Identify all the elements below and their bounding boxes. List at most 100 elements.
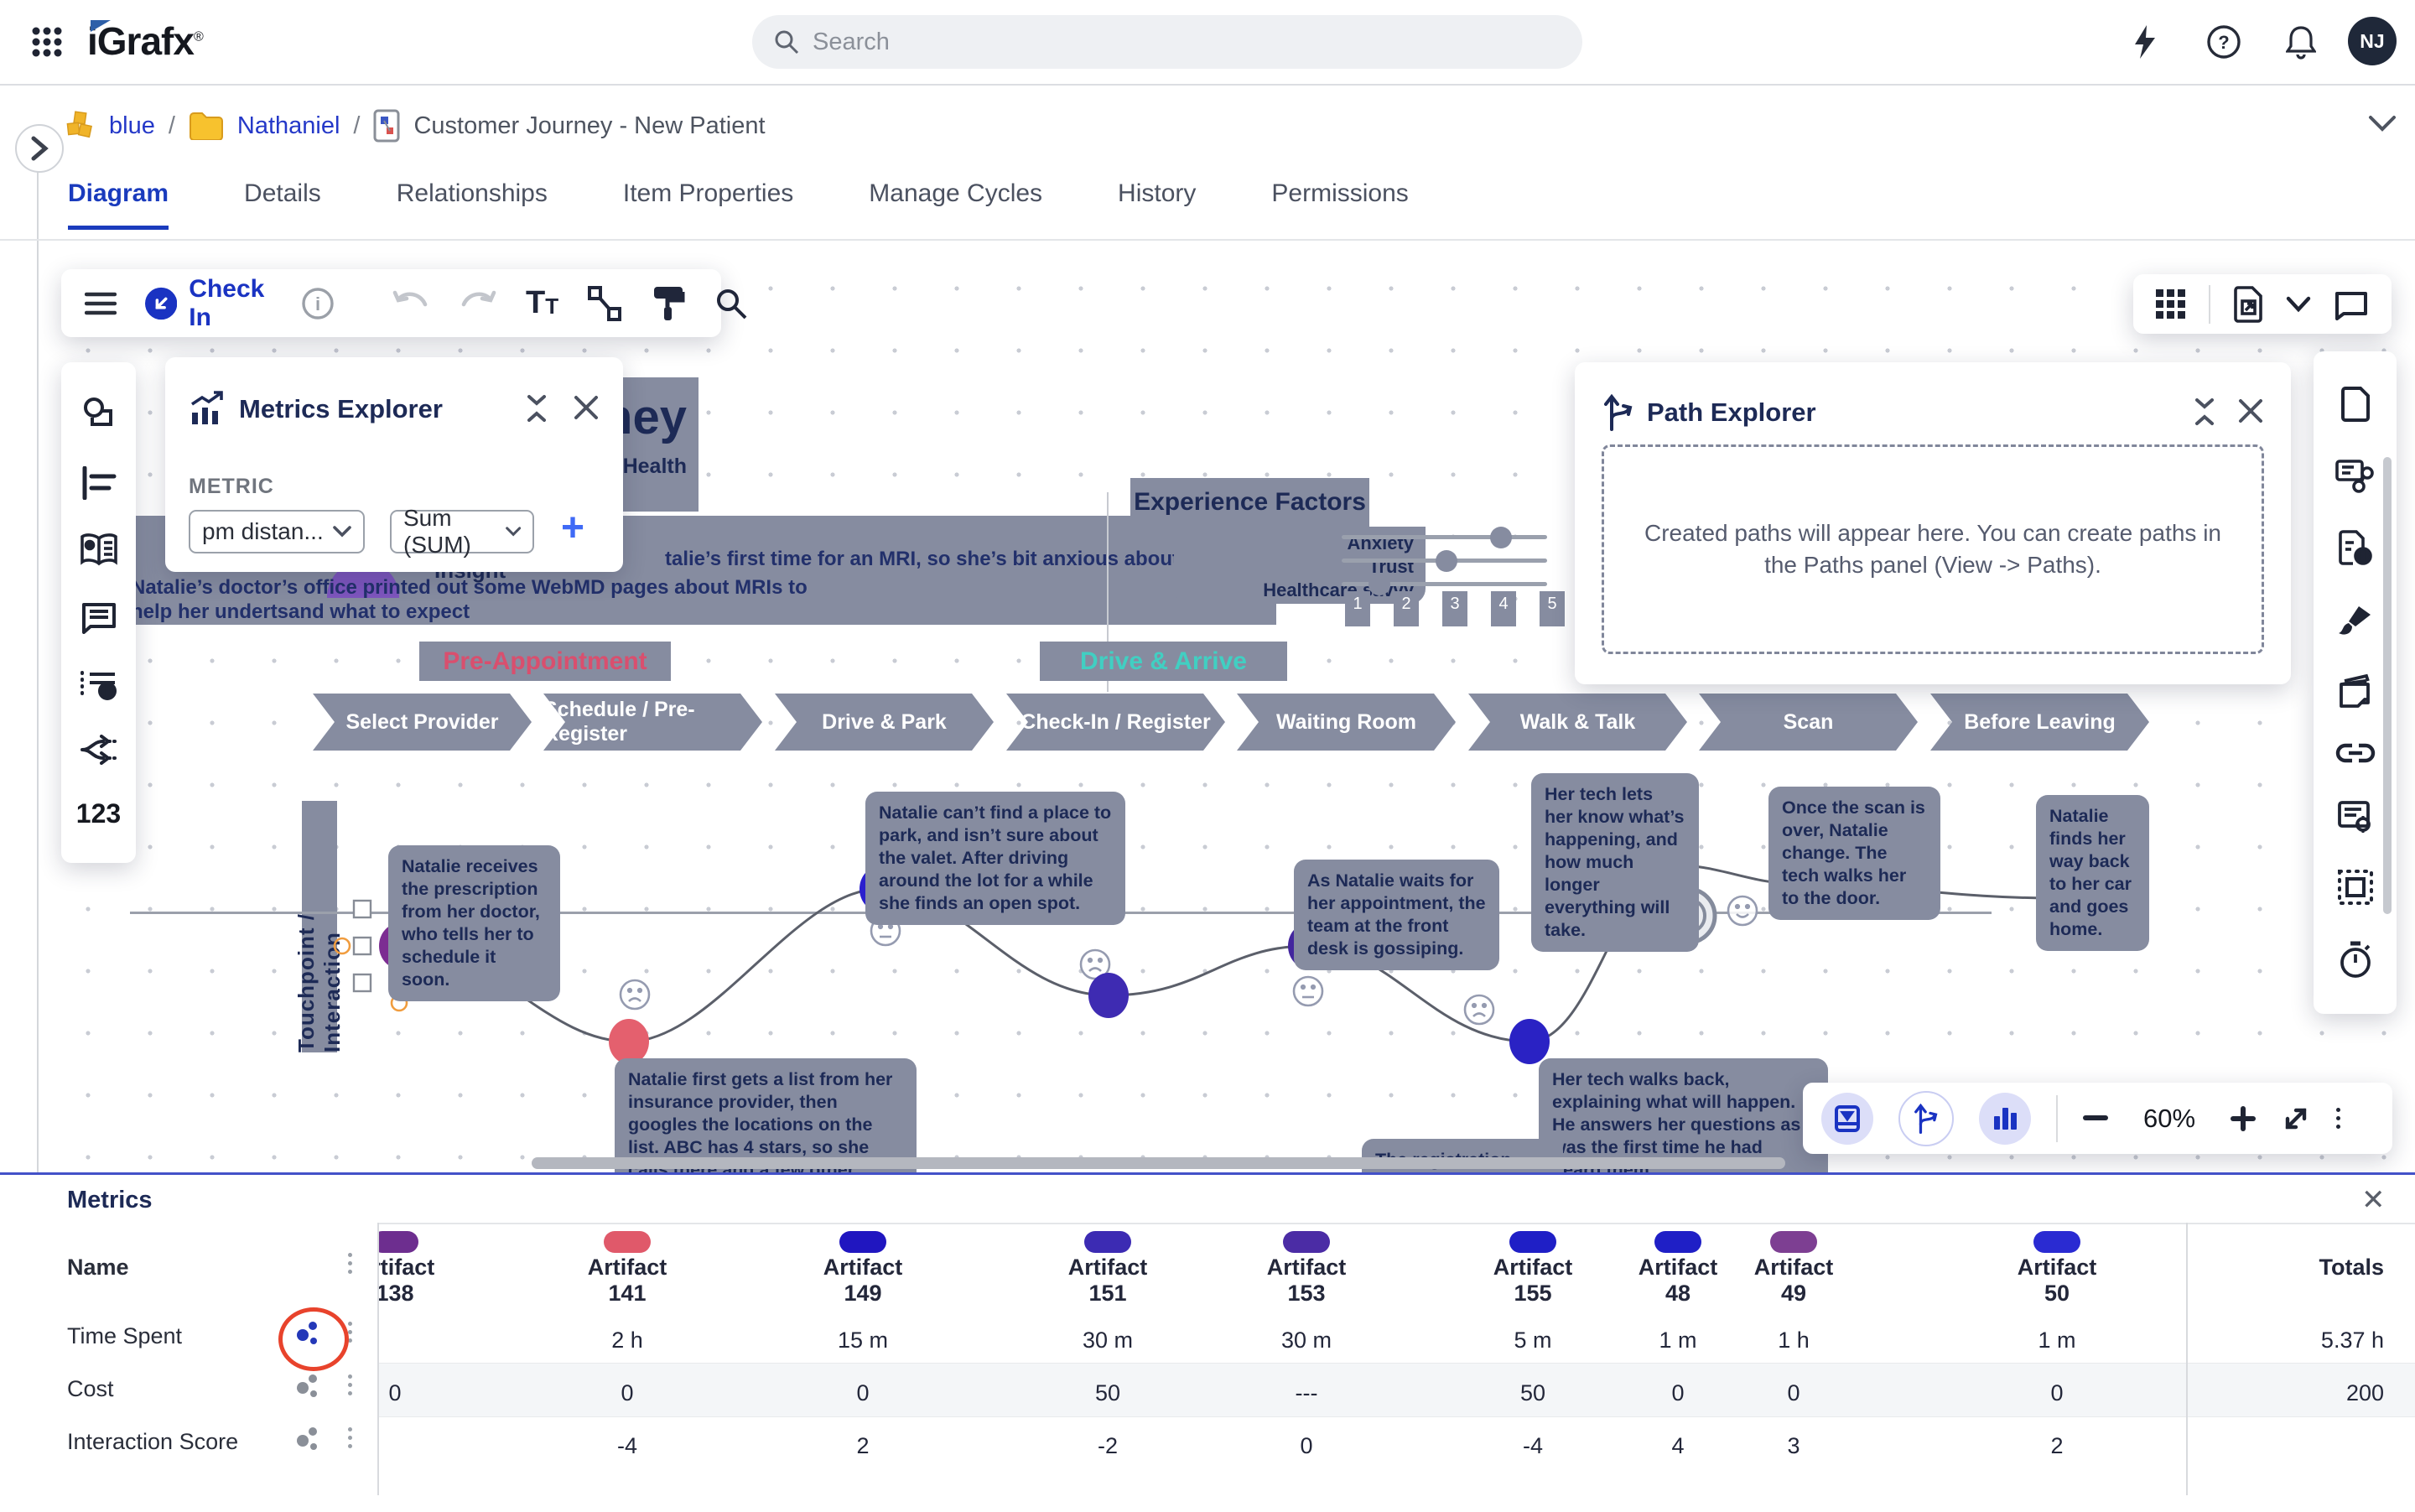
doc-info-icon[interactable]: i <box>2337 529 2374 566</box>
tab-diagram[interactable]: Diagram <box>68 179 169 230</box>
avatar[interactable]: NJ <box>2348 17 2397 65</box>
canvas-h-scrollbar[interactable] <box>532 1157 1785 1169</box>
annotation[interactable]: Her tech walks back, explaining what wil… <box>1539 1058 1828 1172</box>
tab-history[interactable]: History <box>1118 179 1197 207</box>
experience-factors-header[interactable]: Experience Factors <box>1130 478 1369 527</box>
export-icon[interactable] <box>2233 285 2263 323</box>
paths-view-button[interactable] <box>1898 1090 1954 1146</box>
annotation[interactable]: Natalie can’t find a place to park, and … <box>865 792 1125 925</box>
stage-waiting-room[interactable]: Waiting Room <box>1237 694 1456 751</box>
anxiety-slider-dot[interactable] <box>1490 527 1512 548</box>
collapse-icon[interactable] <box>524 394 549 423</box>
select-area-icon[interactable] <box>2337 869 2374 906</box>
annotation[interactable]: Natalie finds her way back to her car an… <box>2036 795 2149 951</box>
comment-icon[interactable] <box>2334 288 2369 320</box>
timer-icon[interactable] <box>2337 941 2374 979</box>
annotation[interactable]: Her tech lets her know what’s happening,… <box>1531 773 1699 952</box>
stage-before-leaving[interactable]: Before Leaving <box>1930 694 2149 751</box>
axis-label-box[interactable]: Touchpoint / Interaction <box>293 801 345 1052</box>
stage-scan[interactable]: Scan <box>1699 694 1918 751</box>
phase-pre-appointment[interactable]: Pre-Appointment <box>419 642 671 681</box>
doc-settings-icon[interactable] <box>2336 799 2375 834</box>
notifications-icon[interactable] <box>2279 20 2323 64</box>
quick-actions-icon[interactable] <box>2123 20 2167 64</box>
tab-relationships[interactable]: Relationships <box>396 179 548 207</box>
close-icon[interactable] <box>573 394 600 421</box>
properties-panel: i <box>2314 351 2397 1014</box>
breadcrumb-folder[interactable]: Nathaniel <box>236 112 340 139</box>
metric-link-icon[interactable] <box>293 1424 322 1454</box>
collapse-icon[interactable] <box>2192 397 2217 426</box>
undo-icon[interactable] <box>392 289 430 318</box>
tab-permissions[interactable]: Permissions <box>1271 179 1409 207</box>
aggregation-select[interactable]: Sum (SUM) <box>390 505 534 558</box>
process-properties-icon[interactable] <box>2334 458 2376 495</box>
menu-icon[interactable] <box>85 291 117 316</box>
annotation[interactable]: Natalie first gets a list from her insur… <box>615 1058 917 1172</box>
zoom-out-button[interactable] <box>2083 1115 2108 1122</box>
kebab-icon[interactable] <box>348 1427 352 1448</box>
savvy-slider[interactable] <box>1342 582 1547 586</box>
copies-icon[interactable] <box>2336 673 2375 708</box>
journey-dot[interactable] <box>1088 973 1129 1018</box>
igrafx-logo[interactable]: iGrafx® <box>87 19 204 63</box>
metric-select[interactable]: pm distan... <box>189 510 365 553</box>
metrics-view-button[interactable] <box>1979 1092 2031 1145</box>
stage-schedule[interactable]: Schedule / Pre-Register <box>543 694 762 751</box>
paths-tool-icon[interactable] <box>80 735 118 765</box>
shapes-icon[interactable] <box>80 396 117 433</box>
kebab-icon[interactable] <box>348 1374 352 1395</box>
phase-drive-arrive[interactable]: Drive & Arrive <box>1040 642 1287 681</box>
annotation[interactable]: Natalie receives the prescription from h… <box>388 845 560 1001</box>
chevron-down-icon[interactable] <box>2286 296 2311 313</box>
connector-tool-icon[interactable] <box>587 285 622 322</box>
help-icon[interactable]: ? <box>2202 20 2246 64</box>
tab-manage-cycles[interactable]: Manage Cycles <box>869 179 1043 207</box>
info-icon[interactable]: i <box>301 287 335 320</box>
tab-details[interactable]: Details <box>244 179 321 207</box>
savvy-slider-dot[interactable] <box>1368 574 1390 595</box>
stage-select-provider[interactable]: Select Provider <box>313 694 532 751</box>
swimlane-icon[interactable] <box>80 466 117 500</box>
check-in-button[interactable]: Check In <box>145 275 273 332</box>
journey-view-button[interactable] <box>1821 1092 1873 1145</box>
journey-dot[interactable] <box>609 1019 649 1064</box>
stage-check-in[interactable]: Check-In / Register <box>1006 694 1225 751</box>
zoom-in-button[interactable] <box>2231 1105 2256 1131</box>
indicator-icon[interactable]: i <box>80 668 118 701</box>
glossary-icon[interactable] <box>79 533 119 567</box>
breadcrumb-expand-icon[interactable] <box>2368 114 2397 132</box>
redo-icon[interactable] <box>459 289 497 318</box>
brush-icon[interactable] <box>2337 601 2374 638</box>
journey-dot[interactable] <box>1509 1019 1550 1064</box>
anxiety-slider[interactable] <box>1342 535 1547 539</box>
kebab-icon[interactable] <box>348 1322 352 1343</box>
zoom-more-icon[interactable] <box>2336 1108 2340 1129</box>
page-icon[interactable] <box>2340 386 2371 423</box>
close-icon[interactable] <box>2237 397 2264 424</box>
annotation[interactable]: Once the scan is over, Natalie change. T… <box>1768 787 1940 920</box>
panel-collapse-button[interactable] <box>15 124 64 173</box>
find-icon[interactable] <box>714 287 748 320</box>
grid-view-icon[interactable] <box>2156 288 2186 320</box>
metric-link-icon[interactable] <box>293 1371 322 1401</box>
link-icon[interactable] <box>2335 742 2376 764</box>
add-metric-button[interactable]: + <box>561 506 585 550</box>
format-painter-icon[interactable] <box>651 285 686 322</box>
global-search[interactable]: Search <box>752 15 1582 69</box>
right-panel-scrollbar[interactable] <box>2383 457 2392 914</box>
stage-drive-park[interactable]: Drive & Park <box>775 694 994 751</box>
trust-slider-dot[interactable] <box>1436 550 1457 572</box>
kebab-icon[interactable] <box>348 1253 352 1274</box>
paths-empty-state: Created paths will appear here. You can … <box>1602 444 2264 654</box>
annotation[interactable]: As Natalie waits for her appointment, th… <box>1294 860 1499 970</box>
app-grid-icon[interactable] <box>25 20 69 64</box>
comment-tool-icon[interactable] <box>80 600 117 634</box>
close-icon[interactable]: ✕ <box>2361 1184 2386 1216</box>
tab-item-properties[interactable]: Item Properties <box>622 179 794 207</box>
breadcrumb-repo[interactable]: blue <box>109 112 155 139</box>
numbering-tool[interactable]: 123 <box>75 798 122 829</box>
fit-screen-icon[interactable] <box>2281 1104 2311 1134</box>
stage-walk-talk[interactable]: Walk & Talk <box>1468 694 1687 751</box>
